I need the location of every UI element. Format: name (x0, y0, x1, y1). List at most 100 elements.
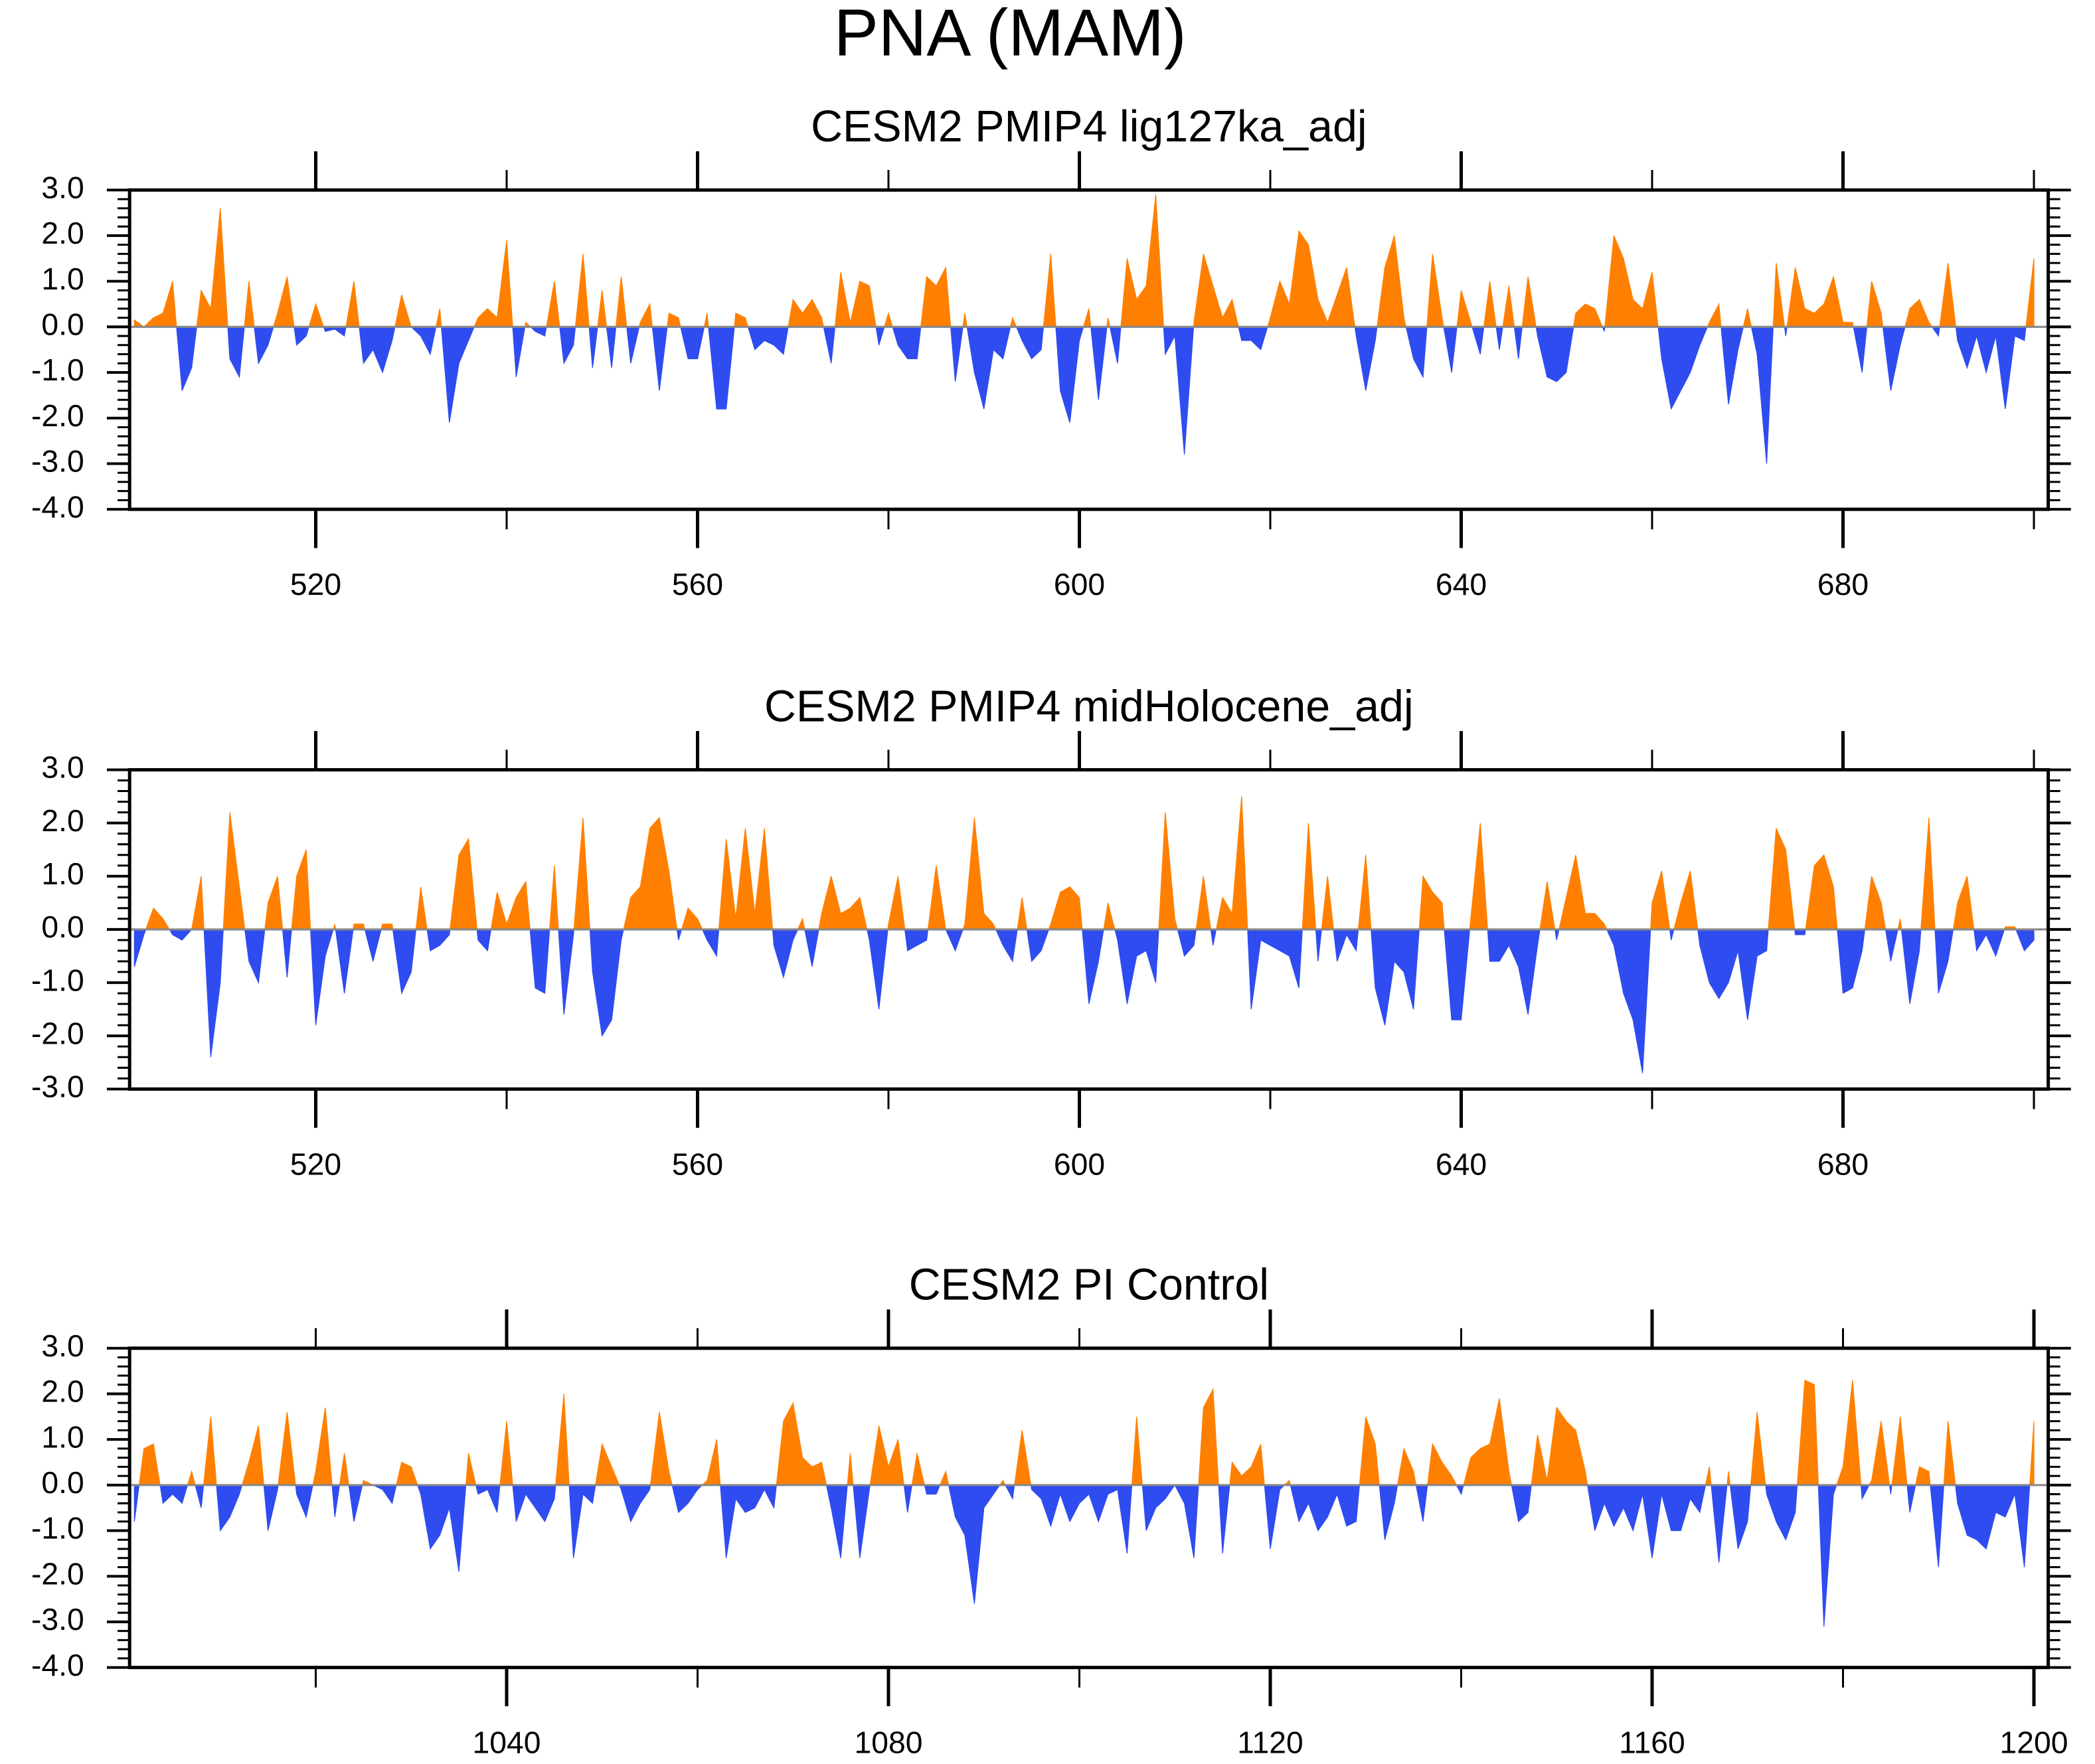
area-above (568, 876, 579, 929)
y-tick-label: -1.0 (31, 1511, 84, 1546)
area-below (1179, 929, 1190, 957)
area-above (339, 1453, 350, 1485)
area-above (673, 315, 684, 327)
area-below (1713, 929, 1724, 1000)
area-below (702, 327, 712, 361)
area-above (864, 283, 875, 327)
area-above (339, 308, 350, 327)
area-above (921, 902, 932, 929)
area-below (1742, 327, 1753, 332)
area-above (587, 1473, 598, 1485)
area-above (291, 311, 302, 327)
area-below (396, 929, 407, 995)
area-below (683, 1484, 693, 1509)
area-above (406, 311, 417, 327)
area-above (1236, 796, 1247, 929)
y-tick-label: 2.0 (41, 216, 84, 250)
area-above (1837, 1423, 1849, 1485)
area-below (444, 1484, 455, 1540)
area-below (1036, 327, 1047, 355)
area-below (921, 1484, 932, 1495)
area-above (855, 280, 865, 327)
area-below (1456, 929, 1467, 1020)
area-above (1466, 306, 1476, 327)
area-below (997, 929, 1009, 955)
area-above (683, 907, 693, 929)
y-tick-label: -3.0 (31, 1070, 84, 1104)
area-above (1160, 274, 1171, 327)
area-above (1800, 287, 1810, 327)
area-below (1933, 327, 1944, 337)
area-below (358, 929, 369, 943)
area-below (1093, 929, 1104, 983)
area-below (1331, 1484, 1343, 1510)
area-above (1131, 279, 1142, 327)
area-below (1513, 929, 1524, 991)
area-below (749, 327, 760, 351)
area-below (969, 1484, 980, 1604)
area-below (463, 1484, 474, 1513)
area-above (1379, 251, 1390, 327)
area-above (1894, 918, 1906, 929)
area-above (1494, 315, 1505, 327)
area-below (768, 1484, 780, 1510)
area-above (1131, 1416, 1142, 1485)
area-above (1924, 311, 1934, 327)
area-above (644, 302, 655, 327)
area-above (244, 281, 254, 327)
area-below (2019, 1484, 2030, 1567)
area-below (1436, 929, 1448, 962)
y-tick-label: 1.0 (41, 262, 84, 296)
area-below (1532, 929, 1543, 981)
area-below (1179, 1484, 1190, 1531)
area-below (1665, 327, 1677, 410)
area-above (138, 321, 149, 327)
area-below (1026, 929, 1037, 963)
area-below (1036, 1484, 1047, 1513)
area-below (1933, 929, 1944, 994)
figure-title: PNA (MAM) (834, 0, 1187, 70)
area-below (1054, 1484, 1066, 1510)
area-below (234, 327, 245, 378)
area-below (1179, 327, 1190, 455)
area-below (2009, 929, 2021, 939)
area-below (133, 1484, 140, 1522)
area-above (310, 1439, 321, 1485)
area-above (1102, 902, 1114, 929)
area-above (807, 298, 817, 327)
area-below (1150, 929, 1161, 983)
area-above (616, 1478, 627, 1485)
area-below (520, 1484, 531, 1508)
area-below (1628, 929, 1639, 1047)
area-below (434, 327, 446, 366)
area-above (1398, 1447, 1410, 1485)
area-above-group (133, 1379, 2035, 1485)
area-above (1036, 301, 1047, 327)
area-above (940, 1470, 952, 1485)
area-above (320, 317, 331, 327)
area-below (635, 327, 646, 343)
area-below (1542, 327, 1552, 380)
area-below (673, 929, 684, 941)
area-below (578, 1484, 588, 1526)
area-below (358, 327, 369, 364)
area-above (797, 1430, 808, 1485)
area-below (1456, 1484, 1467, 1496)
area-below (1246, 929, 1257, 1010)
area-above (1198, 254, 1209, 327)
area-above (788, 1402, 799, 1485)
area-below (1017, 327, 1028, 350)
area-above (1866, 1451, 1877, 1485)
area-below (1007, 327, 1018, 339)
area-below (1618, 929, 1629, 1007)
area-above (1952, 1462, 1963, 1485)
area-above (616, 918, 627, 929)
area-above (406, 1463, 417, 1485)
area-below (339, 929, 350, 994)
area-above (244, 923, 254, 929)
area-below (1857, 929, 1868, 970)
area-above (1532, 306, 1543, 327)
area-below (1255, 327, 1266, 351)
y-tick-label: -1.0 (31, 963, 84, 997)
area-above (978, 865, 989, 929)
